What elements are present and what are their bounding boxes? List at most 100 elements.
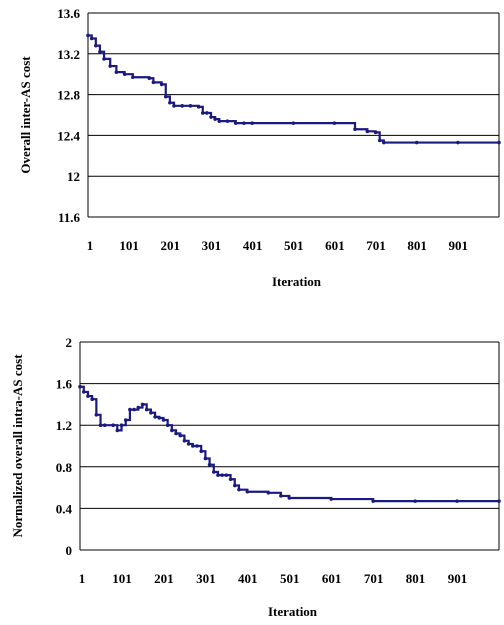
data-point [373,130,378,135]
data-point [151,80,156,85]
data-point [178,433,183,438]
data-point [203,456,208,461]
data-point [266,491,271,495]
data-point [186,442,191,446]
data-point [199,449,204,454]
data-point [209,115,213,119]
x-tick-label: 501 [284,238,304,253]
data-point [279,494,283,498]
data-point [217,119,222,123]
data-point [455,499,459,503]
y-tick-label: 12 [67,169,80,184]
data-point [114,70,119,74]
y-tick-label: 2 [66,335,73,350]
data-point [102,423,107,428]
data-point [205,111,209,115]
data-point [94,413,99,417]
data-point [153,415,157,419]
y-tick-label: 1.2 [56,418,72,433]
data-point [207,462,212,467]
data-point [242,121,246,125]
chart-inter-as-cost: 11.6 12 12.4 12.8 13.2 13.6 1 101 201 301 401 501 60… [18,6,501,289]
data-point [163,94,168,99]
data-point [196,105,201,109]
data-point [122,72,127,76]
data-point [147,76,152,81]
x-tick-label: 1 [79,571,86,586]
y-tick-label: 12.4 [57,128,80,143]
data-point [497,499,501,503]
data-point [86,394,90,398]
data-point [111,423,115,428]
data-point [225,119,230,123]
data-point [161,418,166,422]
y-axis-label: Normalized overall intra-AS cost [10,354,25,538]
data-point [224,473,229,477]
data-point [497,140,501,145]
data-point [140,402,145,407]
data-point [128,407,132,412]
data-point [115,428,120,433]
data-point [413,499,417,503]
data-point [211,470,216,474]
y-axis-label: Overall inter-AS cost [18,56,33,174]
data-point [232,483,237,488]
data-point [182,439,187,443]
x-tick-label: 1 [87,238,94,253]
data-point [89,36,94,41]
data-point [172,104,176,108]
x-axis-label: Iteration [272,274,322,289]
data-point [353,127,357,132]
data-point [365,129,370,134]
data-point [168,100,172,105]
data-point [98,49,102,54]
y-tick-label: 0 [66,543,73,558]
data-point [245,489,250,494]
data-point [195,444,199,448]
data-point [377,138,382,143]
data-point [108,64,113,68]
data-point [78,384,82,389]
data-point [332,121,337,125]
chart-intra-as-cost: 0 0.4 0.8 1.2 1.6 2 1 101 201 301 401 501 601 701 801 9… [10,335,501,619]
x-tick-label: 801 [407,238,427,253]
x-tick-label: 101 [119,238,139,253]
y-tick-label: 0.8 [56,460,73,475]
data-point [165,423,170,428]
data-point [371,499,375,503]
data-point [86,33,90,38]
series-line [88,34,499,144]
data-point [131,75,135,80]
y-tick-label: 1.6 [56,377,73,392]
data-point [414,140,419,145]
x-tick-label: 401 [238,571,258,586]
data-point [382,140,386,145]
data-point [191,444,195,448]
data-point [287,496,292,500]
x-tick-label: 401 [243,238,263,253]
data-point [81,390,86,394]
data-point [123,418,128,422]
data-point [228,477,233,482]
x-tick-label: 201 [161,238,181,253]
data-point [180,104,185,108]
data-point [237,487,241,492]
data-point [233,121,238,125]
data-point [159,82,164,87]
data-point [456,140,460,145]
data-point [149,410,153,415]
y-tick-label: 12.8 [57,88,80,103]
y-tick-label: 0.4 [56,501,73,516]
data-point [90,397,94,402]
x-tick-label: 901 [448,571,468,586]
data-point [136,405,141,410]
data-point [291,121,296,125]
data-point [216,473,220,477]
x-tick-label: 701 [364,571,384,586]
data-point [250,121,254,125]
data-point [157,416,162,420]
data-point [220,473,224,477]
data-point [102,57,106,61]
data-point [144,407,149,412]
